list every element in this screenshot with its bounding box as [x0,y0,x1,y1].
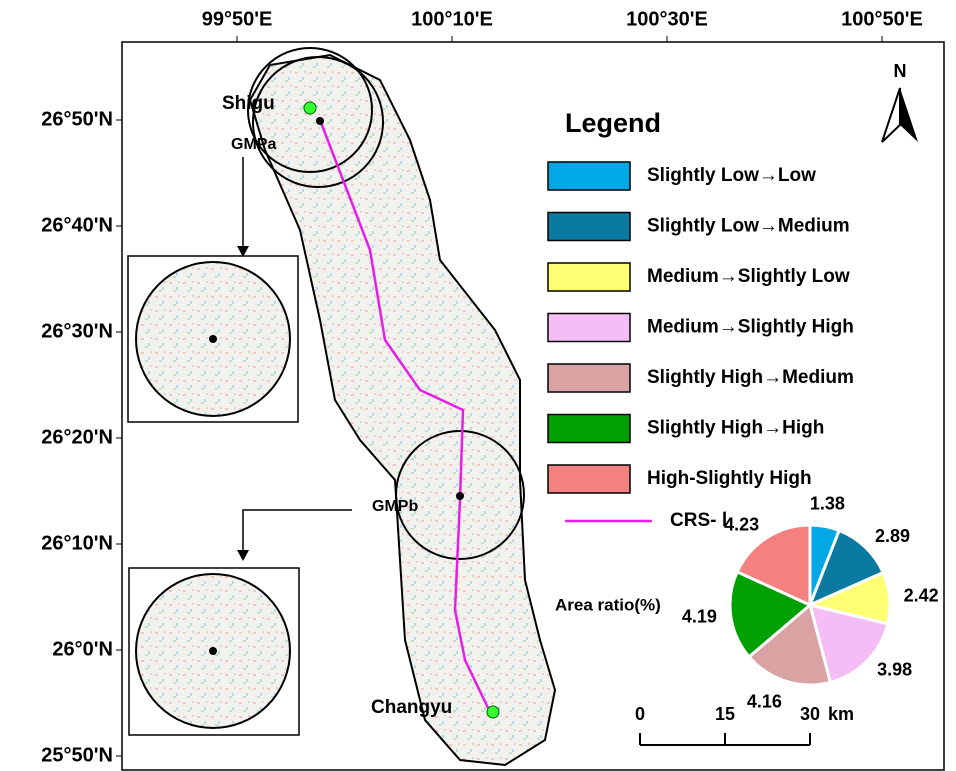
x-coord-label: 100°50'E [841,8,923,30]
y-coord-label: 26°40'N [41,214,113,236]
pie-value-label: 2.89 [875,526,910,546]
pie-value-label: 4.19 [682,607,717,627]
legend-label: Slightly High→Medium [647,367,854,388]
legend-label: Medium→Slightly High [647,317,854,338]
scale-label: 30 [800,704,820,724]
town-marker [487,706,499,718]
pie-value-label: 4.23 [724,515,759,535]
y-coord-label: 26°0'N [52,638,113,660]
pie-value-label: 2.42 [904,585,939,605]
x-coord-label: 100°30'E [626,8,708,30]
legend-label: Slightly Low→Medium [647,216,850,237]
pie-value-label: 1.38 [810,493,845,513]
legend-label: Slightly Low→Low [647,165,816,186]
legend-swatch [548,263,630,291]
x-coord-label: 100°10'E [411,8,493,30]
legend-swatch [548,465,630,493]
zone-label: GMPb [372,498,418,515]
town-marker [304,102,316,114]
y-coord-label: 25°50'N [41,744,113,766]
legend-title: Legend [565,108,661,138]
legend-swatch [548,415,630,443]
legend-label: Slightly High→High [647,418,824,439]
pie-value-label: 4.16 [747,691,782,711]
pie-title: Area ratio(%) [555,595,661,614]
pie-value-label: 3.98 [877,660,912,680]
scale-label: 15 [715,704,735,724]
map-figure: Shigu Changyu GMPa GMPb N Legend Area ra… [0,0,956,771]
legend-swatch [548,213,630,241]
legend-label: CRS- Ⅰ [670,510,727,531]
legend-swatch [548,314,630,342]
zone-label: GMPa [231,136,276,153]
legend-label: Medium→Slightly Low [647,266,850,287]
place-label: Changyu [371,697,452,718]
north-label: N [894,61,907,81]
scale-label: 0 [635,704,645,724]
y-coord-label: 26°30'N [41,320,113,342]
x-coord-label: 99°50'E [202,8,273,30]
legend-swatch [548,364,630,392]
y-coord-label: 26°10'N [41,532,113,554]
legend-label: High-Slightly High [647,468,812,489]
center-point [209,647,217,655]
center-point [316,117,324,125]
center-point [209,335,217,343]
place-label: Shigu [222,93,275,114]
y-coord-label: 26°20'N [41,426,113,448]
legend-swatch [548,162,630,190]
center-point [456,492,464,500]
y-coord-label: 26°50'N [41,108,113,130]
scale-unit: km [828,704,854,724]
